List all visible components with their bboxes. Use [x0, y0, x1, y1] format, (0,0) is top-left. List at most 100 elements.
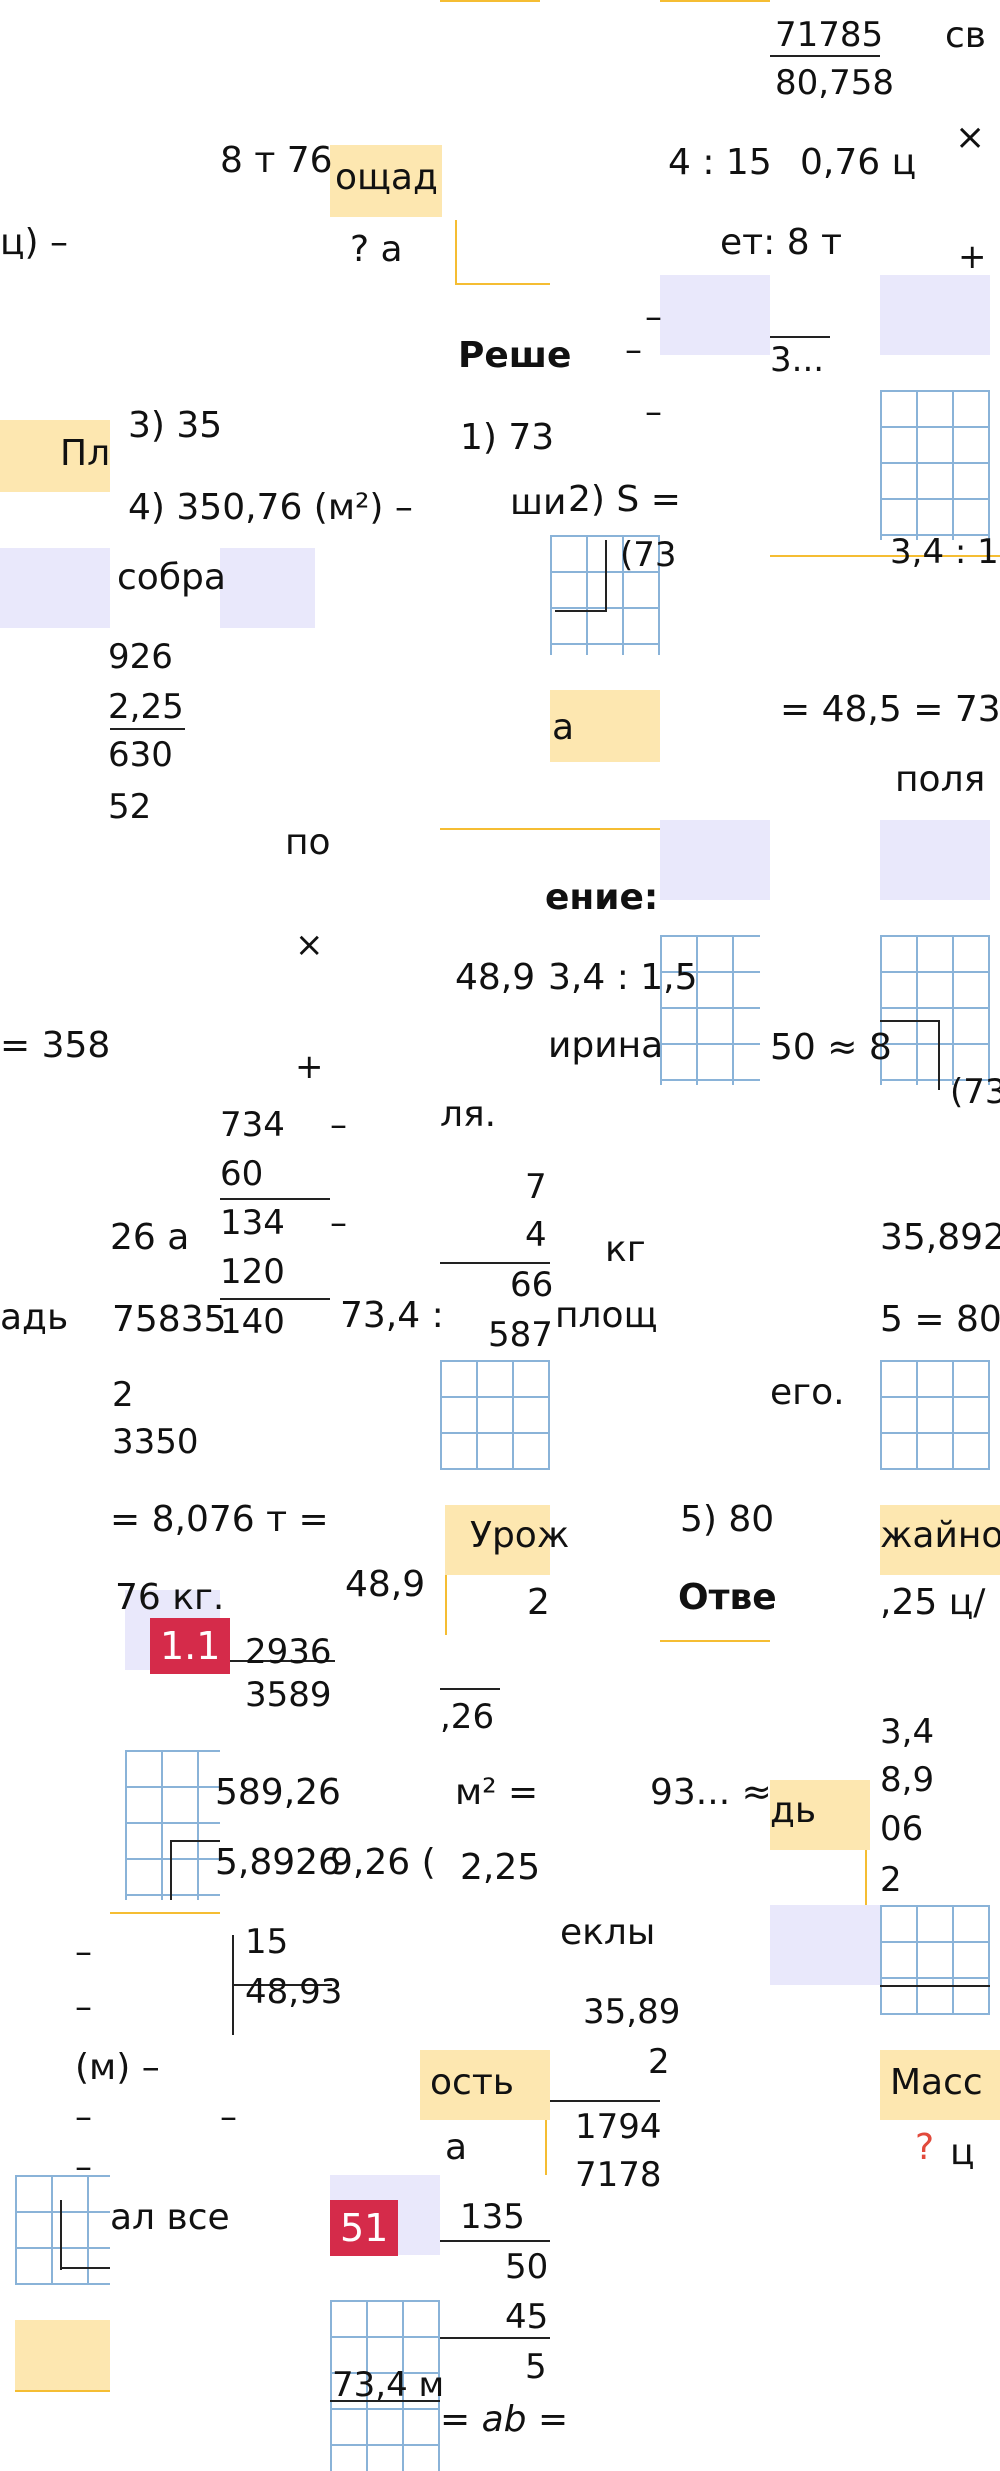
number-fragment: 2936 [245, 1632, 332, 1672]
text-fragment: площ [555, 1295, 658, 1336]
number-fragment: 80,758 [775, 63, 894, 103]
text-fragment: 26 а [110, 1217, 190, 1258]
division-corner [938, 1020, 940, 1090]
text-fragment: 8 т 76 [220, 140, 333, 181]
text-fragment: 76 кг. [115, 1577, 225, 1618]
number-fragment: 75835 [112, 1299, 227, 1340]
operator-sign: + [958, 237, 987, 277]
number-fragment: ,26 [440, 1697, 495, 1737]
number-fragment: 7 [525, 1167, 547, 1207]
fraction-line [440, 2337, 550, 2339]
text-fragment: 5 = 80, [880, 1299, 1000, 1340]
number-fragment: 15 [245, 1922, 289, 1962]
number-fragment: 134 [220, 1203, 285, 1243]
label-fragment: Урож [470, 1515, 570, 1556]
orange-border [440, 0, 540, 2]
lavender-tile [880, 820, 990, 900]
text-fragment: (73 [620, 535, 677, 575]
division-corner [232, 1984, 332, 1986]
question-mark: ? [915, 2127, 935, 2168]
graph-paper [330, 2300, 440, 2471]
number-fragment: 52 [108, 787, 152, 827]
fraction-line [225, 1660, 335, 1662]
orange-border [455, 283, 550, 285]
text-fragment: ал все [110, 2197, 230, 2238]
minus-sign: – [220, 2097, 237, 2137]
number-fragment: 3350 [112, 1422, 199, 1462]
text-fragment: ши [510, 482, 567, 523]
yellow-tile [880, 1505, 1000, 1575]
text-fragment: = 8,076 т = [110, 1499, 329, 1540]
text-fragment: ля. [440, 1094, 497, 1135]
text-fragment: 3,4 : 1,5 [890, 532, 1000, 572]
fraction-line [440, 1262, 550, 1264]
division-corner [60, 2267, 110, 2269]
text-fragment: кг [605, 1229, 646, 1270]
orange-border [440, 828, 660, 830]
text-fragment: Пл [60, 433, 111, 474]
graph-paper [125, 1750, 220, 1900]
text-fragment: его. [770, 1372, 845, 1413]
lavender-tile [0, 548, 110, 628]
number-fragment: 1794 [575, 2107, 662, 2147]
division-corner [880, 1020, 940, 1022]
yellow-tile [0, 420, 110, 492]
orange-border [660, 0, 770, 2]
task-number-badge: 51 [330, 2200, 399, 2256]
division-corner [60, 2200, 62, 2270]
text-fragment: = 48,5 = 73 [780, 689, 1000, 730]
minus-sign: – [75, 1987, 92, 2027]
division-corner [170, 1840, 220, 1842]
minus-sign: – [75, 2147, 92, 2187]
text-fragment: св [945, 15, 987, 56]
text-fragment: ? а [350, 229, 403, 270]
number-fragment: 35,89 [583, 1992, 681, 2032]
number-fragment: 120 [220, 1252, 285, 1292]
operator-sign: × [955, 117, 986, 158]
text-fragment: 93... ≈ [650, 1772, 772, 1813]
text-fragment: ощад [335, 157, 438, 198]
minus-sign: – [645, 297, 662, 337]
text-fragment: (73 [950, 1072, 1000, 1112]
number-fragment: 135 [460, 2197, 525, 2237]
text-fragment: ет: 8 т [720, 222, 843, 263]
yellow-tile [330, 145, 442, 217]
fraction-line [880, 1985, 990, 1987]
number-fragment: 140 [220, 1302, 285, 1342]
number-fragment: 3589 [245, 1675, 332, 1715]
orange-border [770, 555, 1000, 557]
number-fragment: 2,25 [108, 687, 184, 727]
graph-paper [880, 935, 990, 1085]
orange-border [865, 1850, 867, 1905]
text-fragment: ц [950, 2132, 975, 2173]
yellow-tile [880, 2050, 1000, 2120]
text-fragment: 48,9 [345, 1564, 426, 1605]
orange-border [660, 1640, 770, 1642]
text-fragment: 3,4 : 1,5 [548, 957, 698, 998]
text-fragment: (м) – [75, 2047, 160, 2088]
fraction-line [550, 2100, 660, 2102]
graph-paper [880, 390, 990, 540]
minus-sign: – [625, 330, 642, 370]
text-fragment: по [285, 822, 331, 863]
heading-fragment: ение: [545, 877, 659, 918]
number-fragment: 35,892 [880, 1217, 1000, 1258]
graph-paper [660, 935, 760, 1085]
lavender-tile [220, 548, 315, 628]
text-fragment: 73,4 : [340, 1295, 444, 1336]
number-fragment: 587 [488, 1315, 553, 1355]
lavender-tile [660, 820, 770, 900]
text-fragment: 9,26 ( [330, 1842, 436, 1883]
text-fragment: 73,4 м [332, 2365, 445, 2405]
text-fragment: ц) – [0, 222, 68, 263]
text-fragment: ,25 ц/ [880, 1582, 986, 1623]
fraction-line [220, 1198, 330, 1200]
text-fragment: 2) S = [568, 479, 681, 520]
fraction-line [770, 55, 880, 57]
formula-fragment: = ab = [440, 2399, 569, 2440]
number-fragment: 60 [220, 1154, 264, 1194]
text-fragment: 5) 80 [680, 1499, 775, 1540]
text-fragment: еклы [560, 1912, 656, 1953]
number-fragment: 2,25 [460, 1847, 541, 1888]
number-fragment: 4 [525, 1215, 547, 1255]
